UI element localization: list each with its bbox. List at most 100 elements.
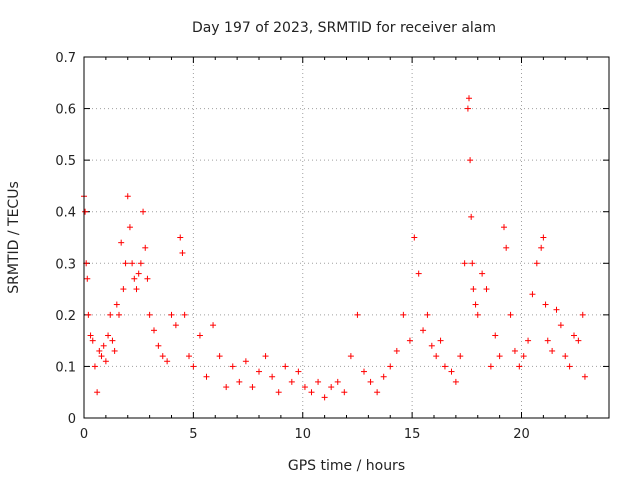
- data-point: [89, 337, 96, 344]
- data-point: [347, 353, 354, 360]
- data-point: [433, 353, 440, 360]
- x-axis-label: GPS time / hours: [288, 458, 405, 474]
- data-point: [400, 311, 407, 318]
- data-point: [91, 363, 98, 370]
- data-points: [81, 95, 588, 401]
- y-tick-label: 0.6: [55, 103, 76, 118]
- grid-lines: [84, 57, 609, 418]
- data-point: [571, 332, 577, 339]
- x-tick-label: 15: [404, 427, 421, 442]
- data-point: [111, 347, 118, 354]
- data-point: [553, 306, 560, 313]
- data-point: [361, 368, 367, 375]
- data-point: [354, 311, 361, 318]
- y-tick-label: 0.5: [55, 154, 76, 169]
- data-point: [249, 384, 256, 391]
- data-point: [295, 368, 302, 375]
- y-axis-label: SRMTID / TECUs: [6, 181, 22, 294]
- data-point: [168, 311, 175, 318]
- x-tick-label: 0: [80, 427, 88, 442]
- data-point: [469, 260, 476, 267]
- data-point: [581, 373, 588, 380]
- data-point: [256, 368, 262, 375]
- data-point: [120, 286, 127, 293]
- data-point: [503, 244, 510, 251]
- data-point: [496, 353, 503, 360]
- data-point: [511, 347, 518, 354]
- data-point: [470, 286, 477, 293]
- data-point: [507, 311, 514, 318]
- data-point: [118, 239, 125, 246]
- data-point: [492, 332, 499, 339]
- data-point: [107, 311, 114, 318]
- data-point: [520, 353, 527, 360]
- data-point: [452, 378, 459, 385]
- data-point: [321, 394, 328, 401]
- data-point: [94, 389, 101, 396]
- y-tick-label: 0.2: [55, 309, 76, 324]
- data-point: [544, 337, 551, 344]
- data-point: [275, 389, 282, 396]
- data-point: [122, 260, 129, 267]
- data-point: [579, 311, 586, 318]
- data-point: [282, 363, 289, 370]
- data-point: [242, 358, 249, 365]
- data-point: [566, 363, 573, 370]
- data-point: [461, 260, 468, 267]
- plot-frame: [83, 56, 610, 419]
- data-point: [203, 373, 210, 380]
- data-point: [334, 378, 341, 385]
- data-point: [411, 234, 418, 241]
- data-point: [140, 208, 147, 215]
- data-point: [179, 249, 186, 256]
- data-point: [87, 332, 94, 339]
- data-point: [533, 260, 540, 267]
- data-point: [483, 286, 490, 293]
- x-tick-label: 20: [513, 427, 530, 442]
- data-point: [98, 353, 105, 360]
- data-point: [190, 363, 197, 370]
- data-point: [181, 311, 188, 318]
- data-point: [516, 363, 523, 370]
- data-point: [159, 353, 166, 360]
- data-point: [549, 347, 556, 354]
- data-point: [262, 353, 269, 360]
- data-point: [186, 353, 192, 360]
- data-point: [308, 389, 315, 396]
- y-tick-label: 0.1: [55, 360, 76, 375]
- data-point: [137, 260, 144, 267]
- data-point: [129, 260, 136, 267]
- y-tick-label: 0: [68, 412, 76, 427]
- data-point: [542, 301, 549, 308]
- data-point: [367, 378, 374, 385]
- data-point: [102, 358, 109, 365]
- data-point: [420, 327, 427, 334]
- data-point: [393, 347, 400, 354]
- data-point: [210, 322, 217, 329]
- data-point: [501, 224, 507, 231]
- data-point: [466, 95, 472, 102]
- data-point: [575, 337, 582, 344]
- data-point: [468, 213, 475, 220]
- data-point: [387, 363, 394, 370]
- data-point: [105, 332, 112, 339]
- data-point: [437, 337, 444, 344]
- data-point: [126, 224, 133, 231]
- data-point: [315, 378, 322, 385]
- data-point: [216, 353, 223, 360]
- data-point: [529, 291, 536, 298]
- data-point: [472, 301, 479, 308]
- data-point: [177, 234, 184, 241]
- data-point: [424, 311, 431, 318]
- data-point: [428, 342, 435, 349]
- x-tick-label: 5: [189, 427, 197, 442]
- data-point: [196, 332, 203, 339]
- data-point: [151, 327, 157, 334]
- data-point: [155, 342, 162, 349]
- data-point: [100, 342, 107, 349]
- y-tick-label: 0.3: [55, 257, 76, 272]
- x-tick-label: 10: [294, 427, 311, 442]
- data-point: [85, 311, 92, 318]
- data-point: [328, 384, 335, 391]
